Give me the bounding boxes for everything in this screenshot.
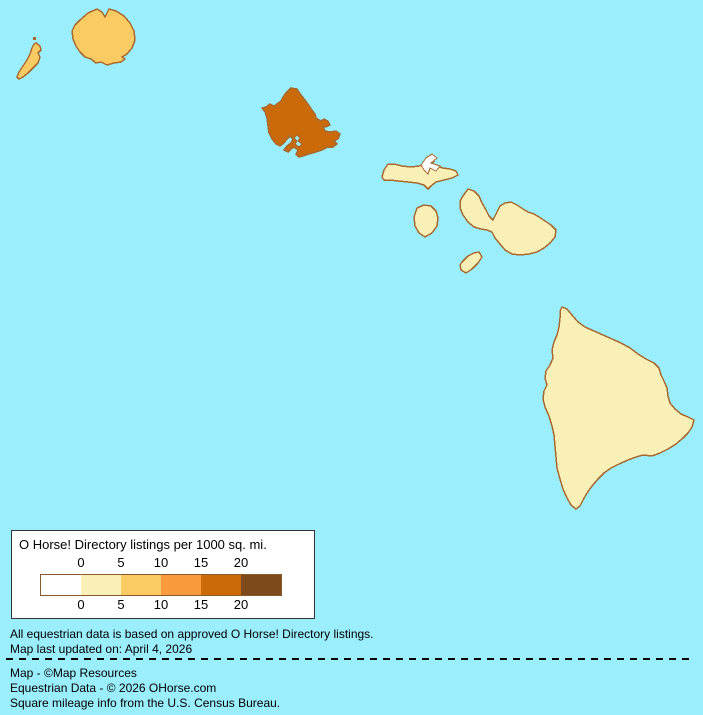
islet-dot-icon xyxy=(33,37,36,40)
divider-dashed-line xyxy=(6,658,693,660)
legend-box: O Horse! Directory listings per 1000 sq.… xyxy=(11,530,315,619)
legend-tick: 20 xyxy=(233,555,249,570)
legend-swatch xyxy=(201,575,241,595)
legend-color-ramp xyxy=(40,574,282,596)
legend-ticks-top: 0 5 10 15 20 xyxy=(12,555,314,570)
island-lanai[interactable] xyxy=(413,204,439,238)
legend-swatch xyxy=(241,575,281,595)
legend-tick: 0 xyxy=(77,555,85,570)
legend-tick: 5 xyxy=(117,555,125,570)
legend-tick: 0 xyxy=(77,597,85,612)
county-kalawao[interactable] xyxy=(420,153,441,175)
legend-swatch xyxy=(161,575,201,595)
island-molokai[interactable] xyxy=(381,155,460,191)
island-kahoolawe[interactable] xyxy=(459,251,483,274)
legend-tick: 15 xyxy=(193,597,209,612)
pearl-harbor-inlet xyxy=(293,134,303,148)
square-mileage-credit: Square mileage info from the U.S. Census… xyxy=(10,696,281,710)
legend-ticks-bottom: 0 5 10 15 20 xyxy=(12,597,314,612)
island-hawaii-big-island[interactable] xyxy=(542,306,695,510)
legend-swatch xyxy=(81,575,121,595)
last-updated-note: Map last updated on: April 4, 2026 xyxy=(10,642,193,656)
map-credit: Map - ©Map Resources xyxy=(10,666,137,680)
legend-swatch xyxy=(121,575,161,595)
island-kauai[interactable] xyxy=(71,8,136,66)
legend-tick: 20 xyxy=(233,597,249,612)
island-niihau[interactable] xyxy=(16,42,42,80)
island-oahu[interactable] xyxy=(260,87,341,158)
legend-tick: 10 xyxy=(153,555,169,570)
island-maui[interactable] xyxy=(459,188,557,256)
legend-tick: 5 xyxy=(117,597,125,612)
legend-title: O Horse! Directory listings per 1000 sq.… xyxy=(19,537,267,552)
data-source-note: All equestrian data is based on approved… xyxy=(10,627,374,641)
equestrian-data-credit: Equestrian Data - © 2026 OHorse.com xyxy=(10,681,217,695)
legend-swatch xyxy=(41,575,81,595)
legend-tick: 10 xyxy=(153,597,169,612)
legend-tick: 15 xyxy=(193,555,209,570)
